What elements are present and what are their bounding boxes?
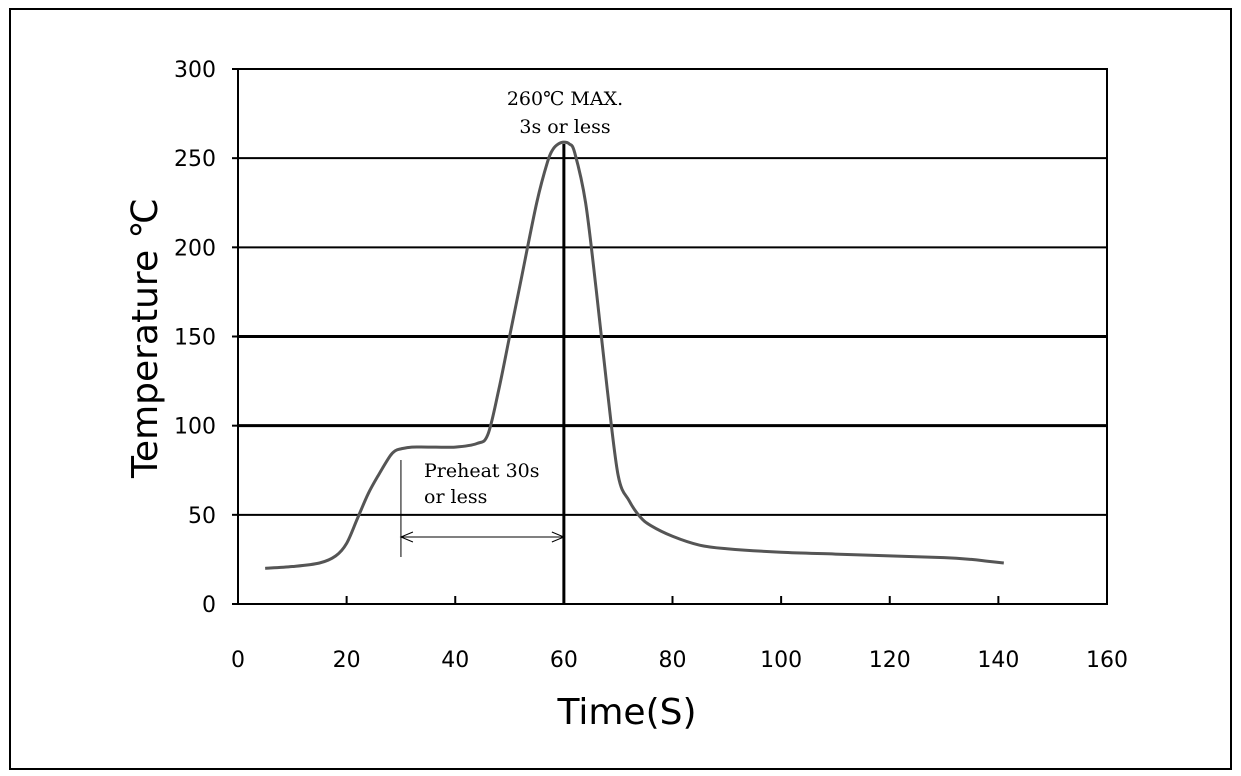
- chart-frame: [9, 8, 1232, 770]
- y-tick-label: 0: [202, 593, 216, 618]
- x-axis-title: Time(S): [556, 692, 696, 733]
- preheat-annotation-line2: or less: [424, 486, 487, 508]
- x-tick-label: 80: [659, 648, 687, 673]
- y-axis-title: Temperature ℃: [125, 198, 166, 479]
- y-tick-label: 200: [174, 236, 216, 261]
- peak-annotation-line1: 260℃ MAX.: [507, 88, 623, 110]
- preheat-arrow-left: [399, 531, 414, 543]
- grid-lines: [238, 157, 1107, 516]
- temperature-profile-line: [265, 140, 1004, 570]
- x-tick-label: 60: [550, 648, 578, 673]
- preheat-indicator: [399, 460, 566, 557]
- y-tick-label: 250: [174, 147, 216, 172]
- x-tick-label: 100: [760, 648, 802, 673]
- x-tick-label: 160: [1086, 648, 1128, 673]
- preheat-annotation-line1: Preheat 30s: [424, 460, 540, 482]
- x-tick-label: 40: [441, 648, 469, 673]
- peak-annotation-line2: 3s or less: [519, 116, 610, 138]
- x-tick-label: 20: [333, 648, 361, 673]
- x-tick-label: 120: [869, 648, 911, 673]
- y-tick-label: 50: [188, 504, 216, 529]
- x-tick-label: 140: [977, 648, 1019, 673]
- x-tick-label: 0: [231, 648, 245, 673]
- x-axis: 0 20 40 60 80 100 120 140 160: [231, 596, 1128, 673]
- preheat-arrow-right: [551, 531, 566, 543]
- y-tick-label: 100: [174, 415, 216, 440]
- y-tick-label: 150: [174, 326, 216, 351]
- y-tick-label: 300: [174, 58, 216, 83]
- y-axis: 0 50 100 150 200 250 300: [174, 58, 238, 618]
